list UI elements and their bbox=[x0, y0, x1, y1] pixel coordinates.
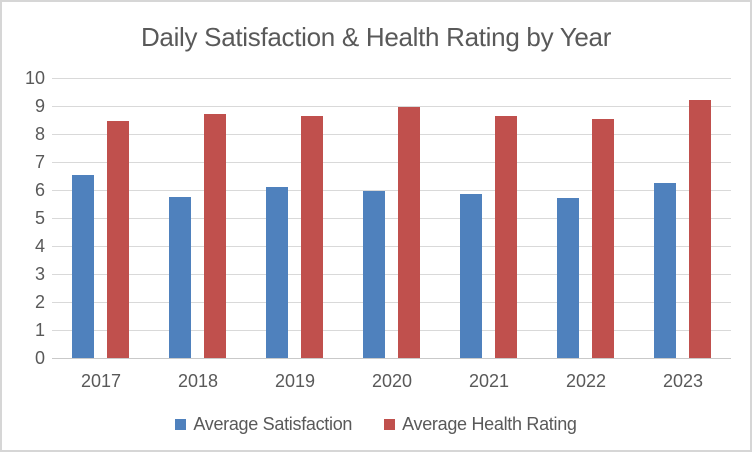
bar-average-health-rating bbox=[592, 119, 614, 358]
gridline bbox=[52, 190, 731, 191]
gridline bbox=[52, 302, 731, 303]
gridline bbox=[52, 78, 731, 79]
bar-average-satisfaction bbox=[169, 197, 191, 358]
bar-average-satisfaction bbox=[363, 191, 385, 358]
y-tick-label: 2 bbox=[34, 292, 45, 312]
legend-swatch-icon bbox=[175, 419, 187, 430]
gridline bbox=[52, 162, 731, 163]
gridline bbox=[52, 274, 731, 275]
y-tick-label: 0 bbox=[34, 348, 45, 368]
y-tick-label: 10 bbox=[24, 68, 45, 88]
x-tick-label: 2023 bbox=[662, 371, 704, 391]
bar-average-health-rating bbox=[204, 114, 226, 358]
x-tick-label: 2022 bbox=[565, 371, 607, 391]
x-tick-label: 2021 bbox=[468, 371, 510, 391]
y-tick-label: 4 bbox=[34, 236, 45, 256]
bar-average-satisfaction bbox=[72, 175, 94, 358]
gridline bbox=[52, 246, 731, 247]
x-tick-label: 2019 bbox=[274, 371, 316, 391]
bar-average-health-rating bbox=[689, 100, 711, 358]
legend-swatch-icon bbox=[384, 419, 396, 430]
legend: Average Satisfaction Average Health Ratin… bbox=[2, 414, 750, 435]
bar-average-satisfaction bbox=[460, 194, 482, 358]
bar-average-satisfaction bbox=[654, 183, 676, 358]
gridline bbox=[52, 106, 731, 107]
y-tick-label: 5 bbox=[34, 208, 45, 228]
x-tick-label: 2017 bbox=[80, 371, 122, 391]
y-tick-label: 3 bbox=[34, 264, 45, 284]
legend-label: Average Health Rating bbox=[402, 414, 577, 434]
y-tick-label: 1 bbox=[34, 320, 45, 340]
bar-average-satisfaction bbox=[557, 198, 579, 358]
x-tick-label: 2018 bbox=[177, 371, 219, 391]
legend-label: Average Satisfaction bbox=[193, 414, 353, 434]
bar-average-health-rating bbox=[107, 121, 129, 358]
legend-item-average-health-rating: Average Health Rating bbox=[384, 414, 577, 435]
bar-average-health-rating bbox=[398, 107, 420, 358]
legend-item-average-satisfaction: Average Satisfaction bbox=[175, 414, 352, 435]
bar-average-satisfaction bbox=[266, 187, 288, 358]
chart-title: Daily Satisfaction & Health Rating by Ye… bbox=[140, 22, 612, 52]
x-axis-line bbox=[52, 358, 731, 359]
x-tick-label: 2020 bbox=[371, 371, 413, 391]
y-tick-label: 8 bbox=[34, 124, 45, 144]
bar-average-health-rating bbox=[301, 116, 323, 358]
gridline bbox=[52, 134, 731, 135]
y-tick-label: 6 bbox=[34, 180, 45, 200]
y-tick-label: 9 bbox=[34, 96, 45, 116]
bar-average-health-rating bbox=[495, 116, 517, 358]
gridline bbox=[52, 218, 731, 219]
gridline bbox=[52, 330, 731, 331]
y-tick-label: 7 bbox=[34, 152, 45, 172]
